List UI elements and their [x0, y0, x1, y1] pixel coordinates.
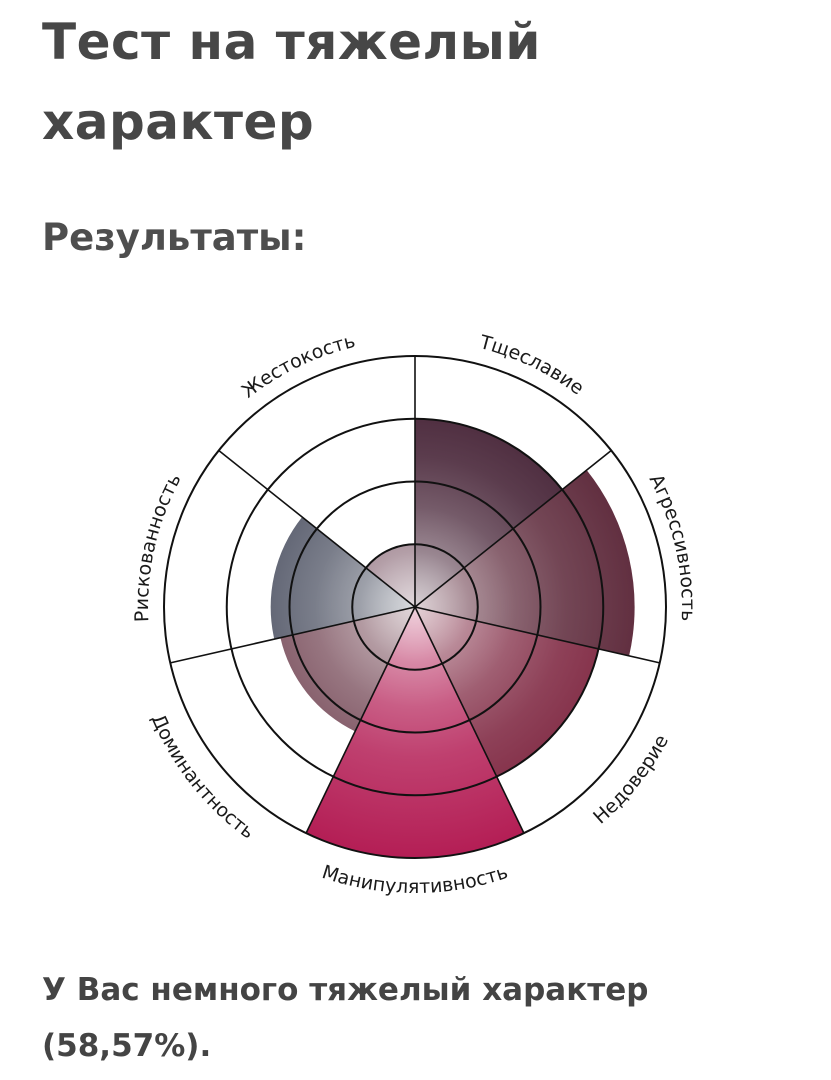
spoke-2	[414, 449, 612, 608]
axis-label-3: Недоверие	[589, 731, 673, 828]
axis-label-5: Доминантность	[147, 711, 259, 844]
spoke-7	[218, 449, 416, 608]
spoke-5	[305, 606, 416, 834]
spoke-6	[170, 606, 416, 664]
results-heading: Результаты:	[42, 216, 307, 259]
polar-area-chart: Тщеславие Агрессивность Недоверие Манипулят…	[131, 330, 699, 898]
spoke-4	[414, 606, 525, 834]
page-title: Тест на тяжелый характер	[42, 13, 541, 151]
axis-label-1: Тщеславие	[477, 331, 589, 399]
axis-label-2: Агрессивность	[645, 471, 699, 622]
result-text: У Вас немного тяжелый характер (58,57%).	[42, 972, 649, 1064]
axis-label-7: Жестокость	[238, 330, 358, 403]
axis-label-4: Манипулятивность	[319, 861, 510, 898]
chart-spokes	[170, 356, 660, 834]
spoke-3	[414, 606, 660, 664]
axis-label-6: Рискованность	[131, 470, 186, 623]
